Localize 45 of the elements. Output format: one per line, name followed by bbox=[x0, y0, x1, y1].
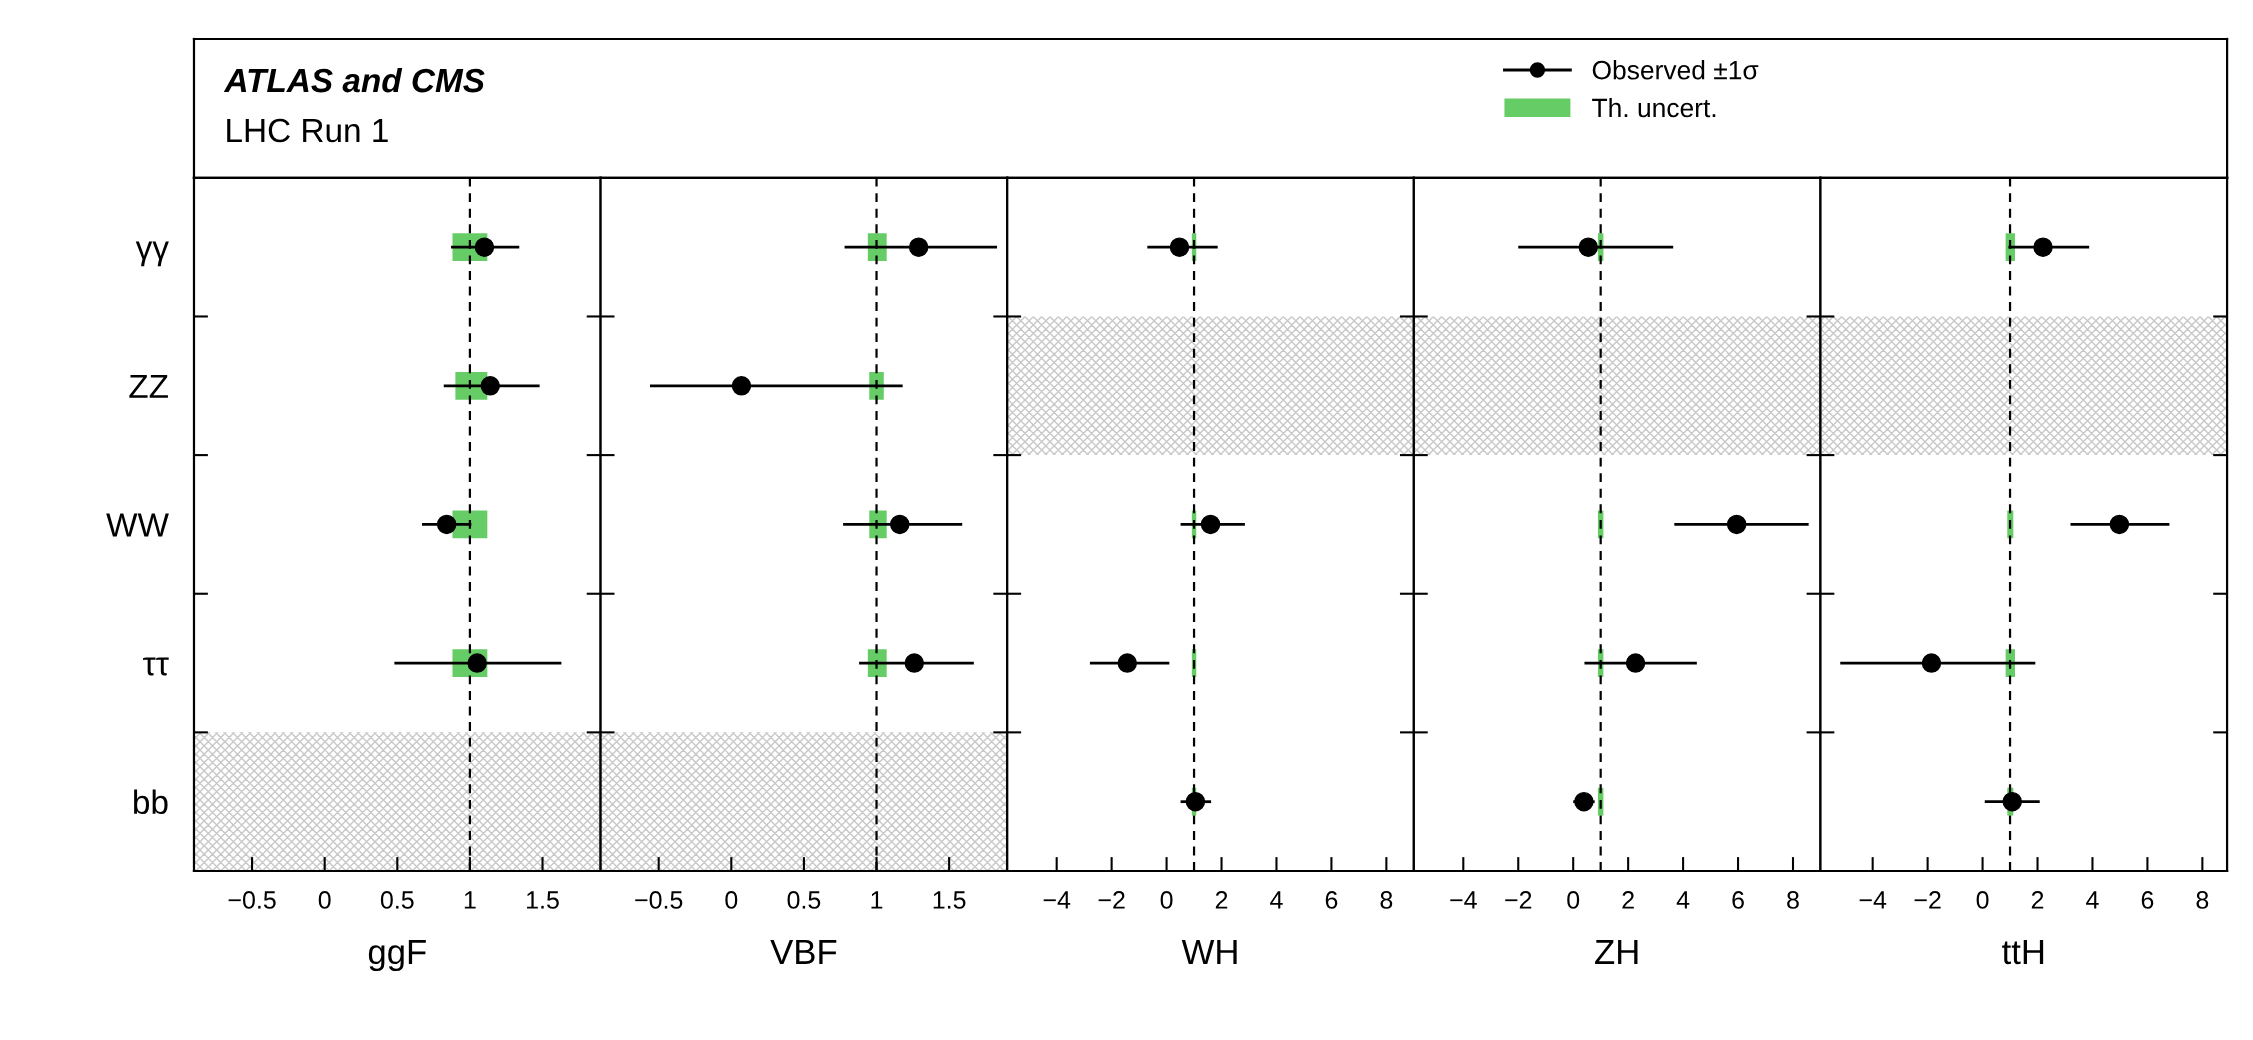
x-tick-label: 0 bbox=[318, 891, 331, 909]
x-tick-label: 0 bbox=[725, 891, 738, 909]
y-tick-label: bb bbox=[134, 789, 168, 815]
y-tick-label: ττ bbox=[143, 657, 169, 676]
x-tick-label: −4 bbox=[1043, 891, 1071, 909]
x-tick-label: 8 bbox=[1380, 891, 1393, 909]
x-tick-label: 6 bbox=[1325, 891, 1338, 909]
x-tick-label: 1.5 bbox=[933, 891, 966, 909]
x-axis-title: VBF bbox=[770, 940, 837, 964]
x-tick-label: 1.5 bbox=[527, 891, 559, 909]
x-tick-label: 0 bbox=[1976, 891, 1989, 909]
x-tick-label: 1 bbox=[464, 891, 476, 909]
x-tick-label: 6 bbox=[1732, 891, 1744, 909]
x-tick-label: −0.5 bbox=[635, 891, 683, 909]
legend-label: Th. uncert. bbox=[1592, 97, 1716, 118]
x-tick-label: −2 bbox=[1914, 891, 1941, 909]
y-tick-label: γγ bbox=[135, 241, 169, 267]
x-axis-title: ggF bbox=[368, 940, 426, 972]
x-tick-label: −2 bbox=[1505, 891, 1532, 909]
legend-label: Observed ±1σ bbox=[1592, 60, 1759, 80]
text: ATLAS and CMS bbox=[223, 67, 485, 93]
x-tick-label: −4 bbox=[1859, 891, 1887, 909]
x-tick-label: 4 bbox=[1676, 891, 1690, 909]
x-tick-label: −0.5 bbox=[228, 891, 276, 909]
x-tick-label: 1 bbox=[871, 891, 883, 909]
text: LHC Run 1 bbox=[227, 118, 388, 143]
x-tick-label: 0 bbox=[1160, 891, 1173, 909]
x-tick-label: −2 bbox=[1098, 891, 1125, 909]
x-tick-label: 8 bbox=[2196, 891, 2209, 909]
x-tick-label: 4 bbox=[1270, 891, 1283, 909]
x-tick-label: 2 bbox=[1215, 891, 1228, 909]
x-tick-label: −4 bbox=[1450, 891, 1477, 909]
x-tick-label: 0 bbox=[1567, 891, 1580, 909]
x-tick-label: 2 bbox=[2031, 891, 2044, 909]
y-tick-label: ZZ bbox=[129, 374, 168, 398]
x-axis-title: ttH bbox=[2002, 940, 2044, 965]
x-tick-label: 2 bbox=[1622, 891, 1634, 909]
x-axis-title: ZH bbox=[1595, 940, 1638, 964]
x-tick-label: 8 bbox=[1787, 891, 1799, 909]
x-axis-title: WH bbox=[1181, 940, 1237, 964]
x-tick-label: 0.5 bbox=[380, 891, 414, 909]
y-tick-label: WW bbox=[106, 513, 169, 537]
x-tick-label: 4 bbox=[2086, 891, 2099, 909]
x-tick-label: 6 bbox=[2141, 891, 2154, 909]
x-tick-label: 0.5 bbox=[787, 891, 821, 909]
